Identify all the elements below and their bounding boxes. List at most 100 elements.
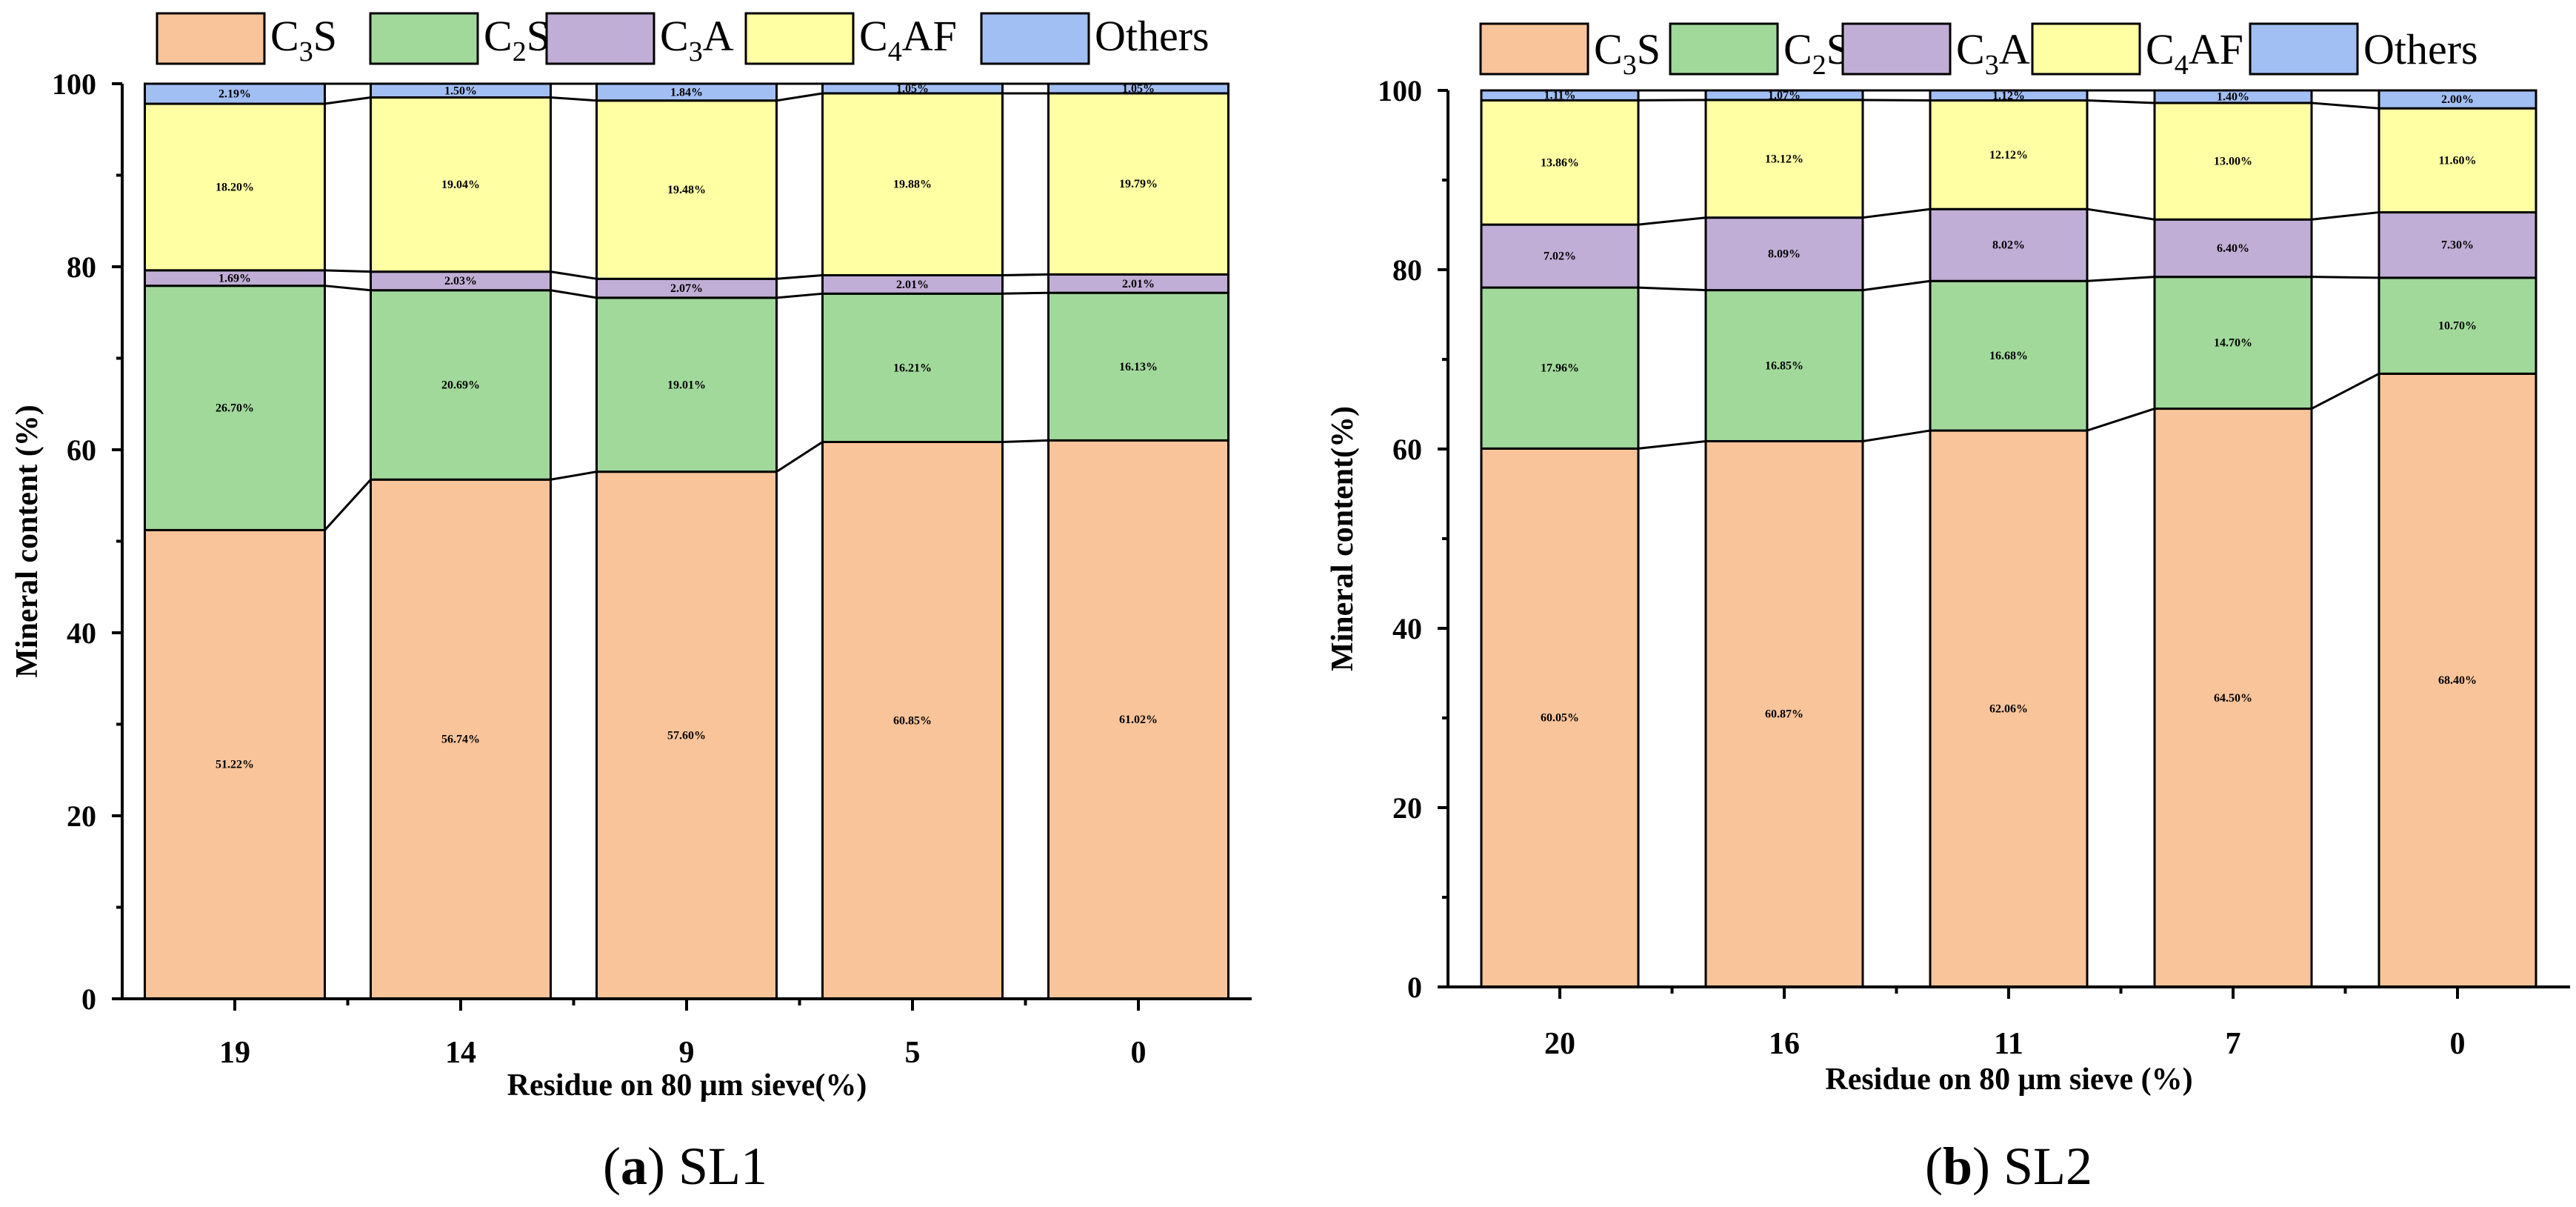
data-label-c3s: 57.60% — [667, 729, 706, 742]
legend-swatch — [2031, 22, 2141, 76]
data-label-c2s: 20.69% — [441, 379, 480, 392]
series-c3a — [144, 269, 1229, 299]
bar-c4af-0 — [1047, 92, 1229, 276]
bar-c2s-20 — [1480, 286, 1640, 450]
connector-line — [776, 92, 823, 102]
legend-label: Others — [2363, 25, 2478, 73]
legend-label-base: C — [2146, 25, 2175, 73]
data-label-c3s: 61.02% — [1119, 714, 1158, 726]
legend-label-sub: 3 — [689, 36, 703, 67]
x-axis-title: Residue on 80 μm sieve(%) — [507, 1068, 867, 1103]
data-label-c3a: 2.07% — [670, 282, 703, 295]
bar-c3a-5 — [821, 273, 1004, 295]
legend-label-base: C — [270, 12, 299, 60]
legend-label-sub: 4 — [2175, 50, 2189, 81]
legend-label-sub: 2 — [513, 36, 527, 67]
connector-line — [2311, 276, 2380, 279]
bar-c3s-20 — [1480, 447, 1640, 988]
data-label-c3s: 62.06% — [1989, 703, 2028, 716]
y-tick-label: 80 — [67, 250, 96, 284]
bar-others-11 — [1929, 89, 2089, 102]
legend-label-tail: S — [1637, 25, 1661, 73]
connector-line — [1638, 439, 1706, 450]
y-tick-label: 80 — [1392, 253, 1422, 287]
legend-label-tail: S — [313, 12, 337, 60]
legend-swatch — [1669, 22, 1779, 76]
legend-label-base: C — [1783, 25, 1812, 73]
data-label-c3a: 2.01% — [896, 279, 929, 291]
y-axis-title: Mineral content (%) — [10, 405, 44, 678]
bar-c2s-7 — [2153, 276, 2313, 410]
x-tick-label: 14 — [445, 1036, 476, 1070]
panel-caption: (b) SL2 — [1925, 1137, 2092, 1196]
data-label-c2s: 16.85% — [1765, 360, 1803, 373]
legend-item-c3a: C3A — [1841, 22, 2030, 81]
legend-label: C4AF — [859, 12, 957, 67]
bar-c3a-14 — [370, 270, 552, 292]
data-label-c3s: 51.22% — [216, 759, 254, 771]
bar-others-16 — [1704, 89, 1864, 102]
legend-label-sub: 3 — [1623, 50, 1637, 81]
data-label-c2s: 16.68% — [1989, 350, 2028, 362]
data-label-c4af: 13.86% — [1541, 156, 1579, 169]
panel-caption: (a) SL1 — [603, 1137, 767, 1196]
data-label-c2s: 10.70% — [2438, 320, 2477, 333]
legend-label-sub: 2 — [1812, 50, 1826, 81]
data-label-c2s: 26.70% — [216, 402, 254, 415]
connector-line — [550, 270, 597, 280]
data-label-others: 1.05% — [1122, 82, 1155, 95]
data-labels: 51.22% 56.74% 57.60% 60.85% 61.02% 26.70% 20.6… — [216, 82, 1158, 771]
legend-label-base: C — [1956, 25, 1985, 73]
legend-label-base: Others — [1095, 12, 1209, 60]
bar-others-7 — [2153, 89, 2313, 104]
legend-swatch — [980, 12, 1090, 65]
x-tick-label: 16 — [1769, 1027, 1800, 1061]
y-tick-label: 100 — [1378, 74, 1422, 107]
data-label-others: 1.11% — [1544, 90, 1575, 102]
legend-label-tail: AF — [2189, 25, 2243, 73]
connector-line — [2311, 373, 2380, 410]
legend-label-base: C — [859, 12, 888, 60]
x-tick-label: 20 — [1544, 1027, 1575, 1061]
data-label-c3a: 2.03% — [444, 275, 477, 287]
legend-item-c2s: C2S — [369, 12, 550, 67]
legend-item-others: Others — [2249, 22, 2478, 76]
legend-swatch — [2249, 22, 2359, 76]
bar-c2s-11 — [1929, 279, 2089, 432]
data-label-others: 1.05% — [896, 82, 929, 95]
data-label-c2s: 16.13% — [1119, 361, 1158, 373]
legend-label-sub: 4 — [888, 36, 902, 67]
connector-line — [324, 96, 371, 105]
data-label-c3s: 60.85% — [893, 714, 932, 727]
connector-line — [550, 289, 597, 299]
x-axis-title: Residue on 80 μm sieve (%) — [1825, 1063, 2192, 1097]
data-label-c2s: 19.01% — [667, 379, 706, 391]
bar-c4af-20 — [1480, 99, 1640, 226]
caption-letter: a — [621, 1137, 647, 1196]
connector-line — [776, 273, 823, 280]
series-c3s — [144, 439, 1229, 1000]
data-label-others: 1.12% — [1992, 90, 2025, 102]
connector-line — [2086, 408, 2155, 432]
legend-label-sub: 3 — [1985, 50, 1999, 81]
bar-c2s-19 — [144, 285, 326, 531]
bar-c4af-16 — [1704, 99, 1864, 219]
x-tick-label: 19 — [219, 1036, 250, 1070]
legend: C3S C2S C3A C4AF Others — [1479, 22, 2478, 81]
series-others — [1480, 89, 2537, 110]
connector-line — [1862, 279, 1931, 292]
x-tick-label: 7 — [2226, 1027, 2241, 1061]
legend-swatch — [369, 12, 479, 65]
series-c2s — [1480, 276, 2537, 450]
legend: C3S C2S C3A C4AF Others — [156, 12, 1209, 67]
data-label-others: 1.07% — [1768, 89, 1801, 102]
data-label-c2s: 14.70% — [2214, 337, 2252, 350]
connector-line — [2311, 102, 2380, 110]
connector-line — [1638, 216, 1706, 226]
legend-swatch — [1841, 22, 1952, 76]
legend-label: C3S — [270, 12, 337, 67]
bars — [1480, 89, 2537, 988]
data-label-c3s: 60.05% — [1541, 712, 1579, 725]
data-label-c2s: 16.21% — [893, 362, 932, 374]
legend-item-c3s: C3S — [1479, 22, 1661, 81]
